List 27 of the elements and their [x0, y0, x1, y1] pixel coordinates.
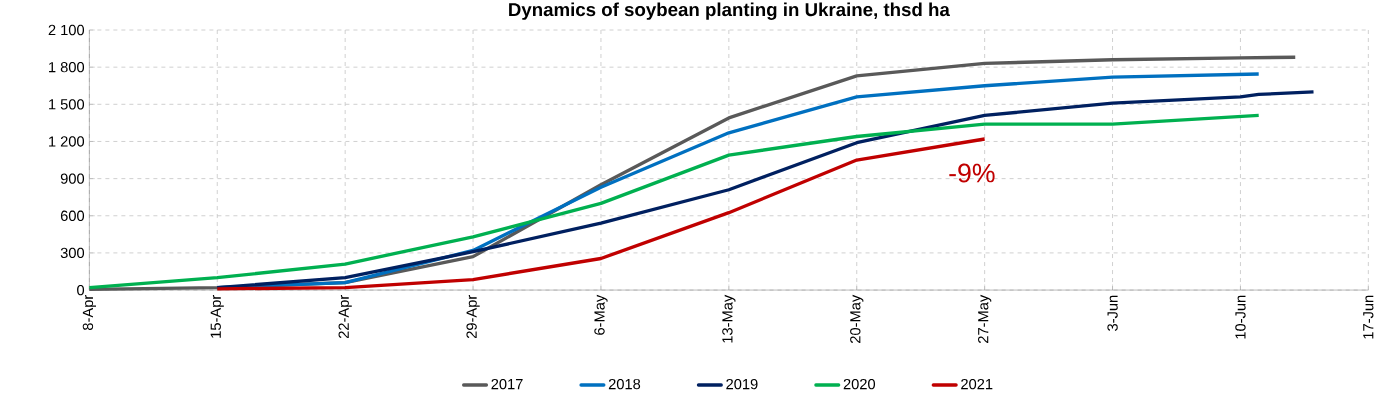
x-tick-label: 13-May [722, 294, 736, 343]
legend-label: 2021 [961, 378, 993, 390]
legend-label: 2019 [726, 378, 758, 390]
x-tick-label: 29-Apr [466, 294, 480, 339]
x-tick-label: 10-Jun [1235, 295, 1246, 339]
x-tick-label: 20-May [850, 294, 864, 343]
x-tick-label: 6-May [594, 294, 608, 335]
x-tick-label: 8-Apr [82, 294, 96, 330]
y-tick-label: 900 [60, 173, 85, 184]
line-series [87, 113, 1261, 290]
y-tick-label: 1 500 [49, 99, 85, 110]
legend-label: 2018 [608, 378, 641, 390]
y-tick-label: 300 [60, 247, 85, 259]
annotation: -9% [949, 163, 995, 183]
legend-label: 2017 [491, 378, 523, 390]
y-tick-label: 2 100 [48, 24, 85, 36]
y-tick-label: 0 [77, 284, 85, 296]
x-tick-label: 22-Apr [338, 294, 352, 339]
x-tick-label: 17-Jun [1363, 295, 1374, 339]
x-tick-label: 15-Apr [210, 294, 224, 338]
y-tick-label: 1 200 [49, 136, 85, 147]
y-tick-label: 600 [60, 210, 85, 221]
x-tick-label: 27-May [978, 294, 992, 343]
y-tick-label: 1 800 [49, 61, 85, 73]
chart-title: Dynamics of soybean planting in Ukraine, thsd ha [509, 2, 950, 20]
x-tick-label: 3-Jun [1107, 295, 1118, 331]
legend-label: 2020 [843, 378, 876, 390]
